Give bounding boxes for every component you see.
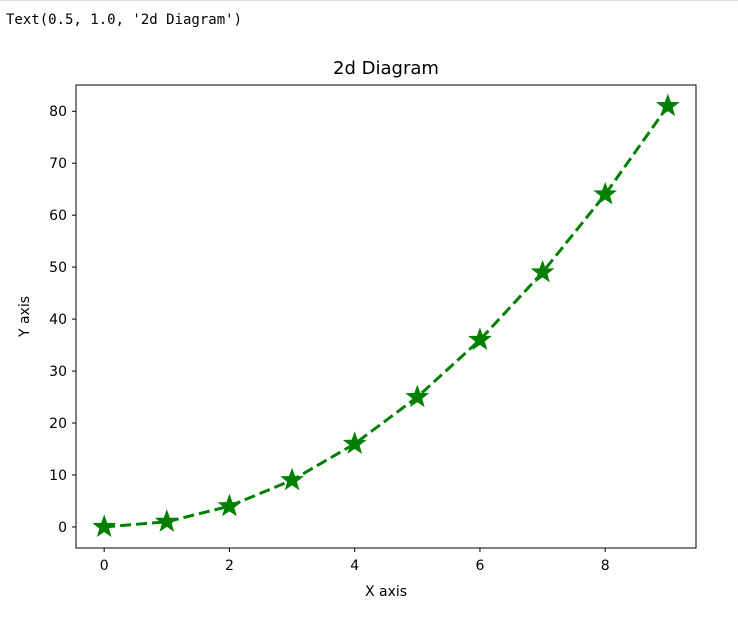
y-tick-label: 70: [49, 156, 67, 172]
y-tick-label: 20: [49, 416, 67, 432]
y-axis-label: Y axis: [17, 296, 33, 338]
y-tick-label: 40: [49, 312, 67, 328]
y-tick-label: 0: [58, 520, 67, 536]
y-tick-label: 10: [49, 468, 67, 484]
data-point-star-marker: [655, 93, 680, 117]
y-tick-label: 30: [49, 364, 67, 380]
data-point-star-marker: [468, 327, 492, 350]
cell-divider: [0, 0, 738, 1]
data-point-star-marker: [342, 431, 367, 454]
x-tick-label: 6: [475, 558, 484, 574]
x-tick-label: 4: [350, 558, 359, 574]
x-tick-label: 8: [601, 558, 610, 574]
data-point-star-marker: [217, 493, 242, 517]
data-point-star-marker: [280, 467, 304, 491]
data-point-star-marker: [593, 181, 618, 205]
x-tick-label: 2: [225, 558, 234, 574]
series-line: [104, 105, 670, 529]
y-tick-label: 80: [49, 104, 67, 120]
chart-title: 2d Diagram: [333, 58, 439, 79]
x-tick-label: 0: [100, 558, 109, 574]
data-point-star-marker: [92, 514, 117, 538]
data-point-star-marker: [405, 384, 430, 408]
data-point-star-marker: [530, 259, 555, 283]
y-tick-label: 50: [49, 260, 67, 276]
y-tick-label: 60: [49, 208, 67, 224]
x-axis-label: X axis: [365, 584, 407, 600]
data-point-star-marker: [154, 509, 179, 532]
cell-output-text: Text(0.5, 1.0, '2d Diagram'): [6, 12, 243, 28]
plot-area-frame: [75, 84, 697, 549]
